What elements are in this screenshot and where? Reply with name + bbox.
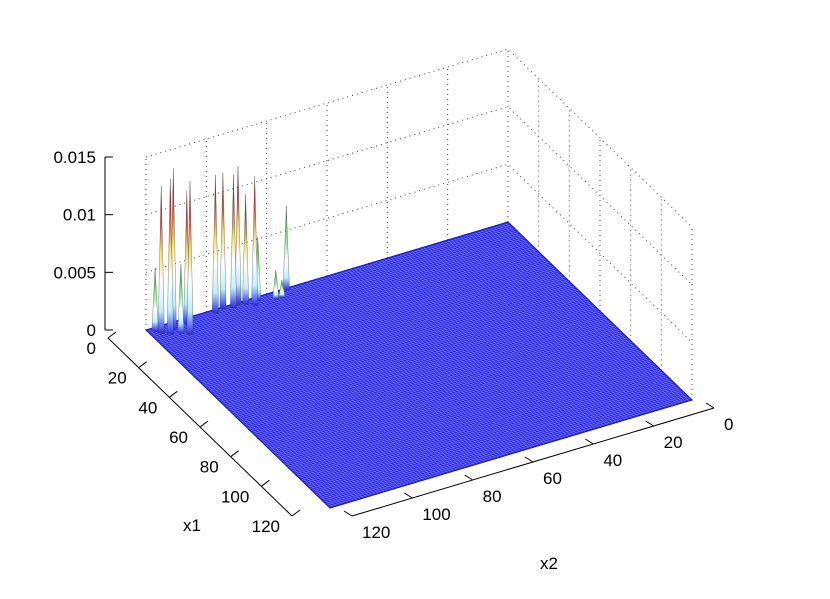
- x2-tick-label: 120: [362, 523, 390, 542]
- peak: [234, 166, 242, 305]
- grid-line: [145, 48, 693, 228]
- peaks: [151, 166, 290, 335]
- x1-tick: [169, 390, 178, 398]
- peak: [157, 185, 165, 334]
- x1-tick-label: 20: [108, 369, 127, 388]
- z-tick-label: 0.005: [53, 263, 96, 282]
- z-tick-label: 0.015: [53, 148, 96, 167]
- grid-line: [145, 163, 693, 343]
- x2-tick-label: 20: [664, 433, 683, 452]
- x1-tick-label: 120: [252, 517, 280, 536]
- peak: [212, 174, 219, 314]
- x1-tick: [291, 509, 301, 517]
- x2-tick: [343, 510, 353, 517]
- peak: [186, 180, 194, 335]
- x1-tick: [261, 479, 270, 487]
- peak: [242, 194, 249, 305]
- x1-tick-label: 60: [169, 428, 188, 447]
- peak: [219, 172, 227, 310]
- x2-tick-label: 40: [603, 451, 622, 470]
- z-tick-label: 0: [87, 321, 96, 340]
- peak: [251, 176, 259, 306]
- x2-tick-label: 60: [543, 469, 562, 488]
- x2-tick-label: 100: [422, 505, 450, 524]
- surface-edge: [145, 221, 693, 509]
- tick-labels: 02040608010012002040608010012000.0050.01…: [53, 148, 733, 542]
- x2-tick: [705, 402, 715, 409]
- x1-tick-label: 40: [138, 398, 157, 417]
- peak: [151, 267, 159, 332]
- z-tick-label: 0.01: [63, 206, 96, 225]
- x2-tick: [404, 492, 413, 499]
- peak: [278, 279, 286, 298]
- x1-tick-label: 80: [200, 458, 219, 477]
- peak: [166, 178, 174, 335]
- x2-tick: [645, 420, 654, 427]
- x2-axis-label: x2: [540, 554, 558, 573]
- peak: [282, 205, 290, 291]
- peak: [177, 263, 185, 334]
- axes: [104, 156, 715, 517]
- x1-tick: [107, 331, 117, 339]
- x1-tick: [230, 450, 239, 458]
- grid-line: [145, 106, 693, 286]
- x2-tick-label: 0: [724, 415, 733, 434]
- x2-tick: [585, 438, 594, 445]
- x2-tick: [464, 474, 473, 481]
- peak: [272, 270, 280, 300]
- x1-tick-label: 100: [221, 487, 249, 506]
- x2-tick: [524, 456, 534, 463]
- peak: [230, 175, 237, 308]
- x1-axis-label: x1: [183, 516, 201, 535]
- x1-tick: [199, 420, 209, 428]
- x2-tick-label: 80: [483, 487, 502, 506]
- x1-tick-label: 0: [87, 339, 96, 358]
- x1-tick: [138, 361, 147, 369]
